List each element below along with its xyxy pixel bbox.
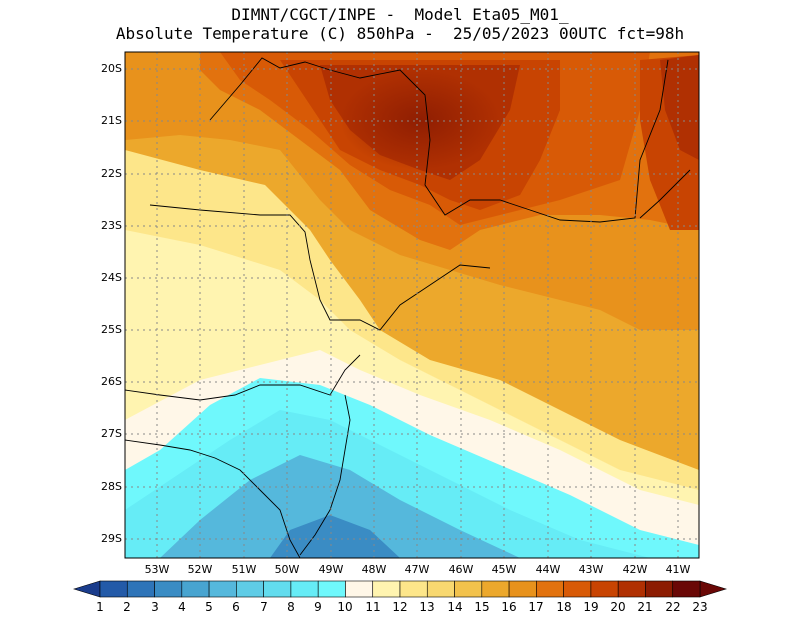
- colorbar-label: 6: [232, 600, 240, 614]
- colorbar-label: 4: [178, 600, 186, 614]
- lon-label: 53W: [144, 563, 170, 576]
- lat-label: 26S: [101, 375, 122, 388]
- colorbar-segment: [590, 580, 619, 598]
- colorbar-segment: [263, 580, 292, 598]
- colorbar-label: 9: [314, 600, 322, 614]
- colorbar: [72, 580, 728, 598]
- lat-label: 23S: [101, 219, 122, 232]
- lat-label: 27S: [101, 427, 122, 440]
- colorbar-label: 14: [447, 600, 463, 614]
- colorbar-label: 17: [528, 600, 544, 614]
- lat-label: 21S: [101, 114, 122, 127]
- lon-label: 42W: [622, 563, 648, 576]
- colorbar-label: 19: [583, 600, 599, 614]
- colorbar-label: 2: [123, 600, 131, 614]
- colorbar-label: 12: [392, 600, 408, 614]
- colorbar-label: 1: [96, 600, 104, 614]
- colorbar-segment: [508, 580, 537, 598]
- colorbar-segment: [617, 580, 646, 598]
- colorbar-label: 22: [665, 600, 681, 614]
- lon-label: 48W: [361, 563, 387, 576]
- colorbar-segment: [399, 580, 428, 598]
- colorbar-label: 21: [637, 600, 653, 614]
- colorbar-label: 3: [151, 600, 159, 614]
- lon-label: 49W: [318, 563, 344, 576]
- lat-label: 28S: [101, 480, 122, 493]
- colorbar-label: 13: [419, 600, 435, 614]
- colorbar-segment: [454, 580, 483, 598]
- colorbar-segment: [99, 580, 128, 598]
- lon-label: 50W: [274, 563, 300, 576]
- lon-label: 52W: [187, 563, 213, 576]
- colorbar-segment: [290, 580, 319, 598]
- colorbar-label: 15: [474, 600, 490, 614]
- lon-label: 46W: [448, 563, 474, 576]
- lon-label: 51W: [231, 563, 257, 576]
- map-frame: [124, 51, 700, 559]
- colorbar-segment: [345, 580, 374, 598]
- colorbar-segment: [426, 580, 455, 598]
- colorbar-segment: [208, 580, 237, 598]
- colorbar-segment: [154, 580, 183, 598]
- colorbar-label: 5: [205, 600, 213, 614]
- lon-label: 44W: [535, 563, 561, 576]
- lat-label: 25S: [101, 323, 122, 336]
- lon-label: 45W: [491, 563, 517, 576]
- figure-title-line-2: Absolute Temperature (C) 850hPa - 25/05/…: [115, 24, 685, 43]
- lon-label: 41W: [665, 563, 691, 576]
- colorbar-label: 20: [610, 600, 626, 614]
- colorbar-segment: [372, 580, 401, 598]
- lat-label: 24S: [101, 271, 122, 284]
- colorbar-segment: [563, 580, 592, 598]
- lat-label: 22S: [101, 167, 122, 180]
- temperature-field: [125, 52, 699, 558]
- colorbar-label: 8: [287, 600, 295, 614]
- figure-title-line-1: DIMNT/CGCT/INPE - Model Eta05_M01_: [231, 5, 569, 24]
- colorbar-label: 18: [556, 600, 572, 614]
- lat-label: 29S: [101, 532, 122, 545]
- coastline-and-borders: [125, 57, 691, 558]
- colorbar-under-arrow: [72, 580, 101, 598]
- colorbar-over-arrow: [699, 580, 728, 598]
- lat-label: 20S: [101, 62, 122, 75]
- colorbar-segment: [317, 580, 346, 598]
- colorbar-label: 16: [501, 600, 517, 614]
- colorbar-label: 10: [337, 600, 353, 614]
- gridlines: [125, 52, 699, 558]
- colorbar-segment: [181, 580, 210, 598]
- colorbar-segment: [236, 580, 264, 598]
- lon-label: 43W: [578, 563, 604, 576]
- colorbar-label: 11: [365, 600, 381, 614]
- colorbar-label: 7: [260, 600, 268, 614]
- lon-label: 47W: [404, 563, 430, 576]
- colorbar-segment: [126, 580, 155, 598]
- colorbar-segment: [536, 580, 564, 598]
- colorbar-segment: [672, 580, 701, 598]
- colorbar-segment: [481, 580, 510, 598]
- colorbar-label: 23: [692, 600, 708, 614]
- colorbar-segment: [645, 580, 674, 598]
